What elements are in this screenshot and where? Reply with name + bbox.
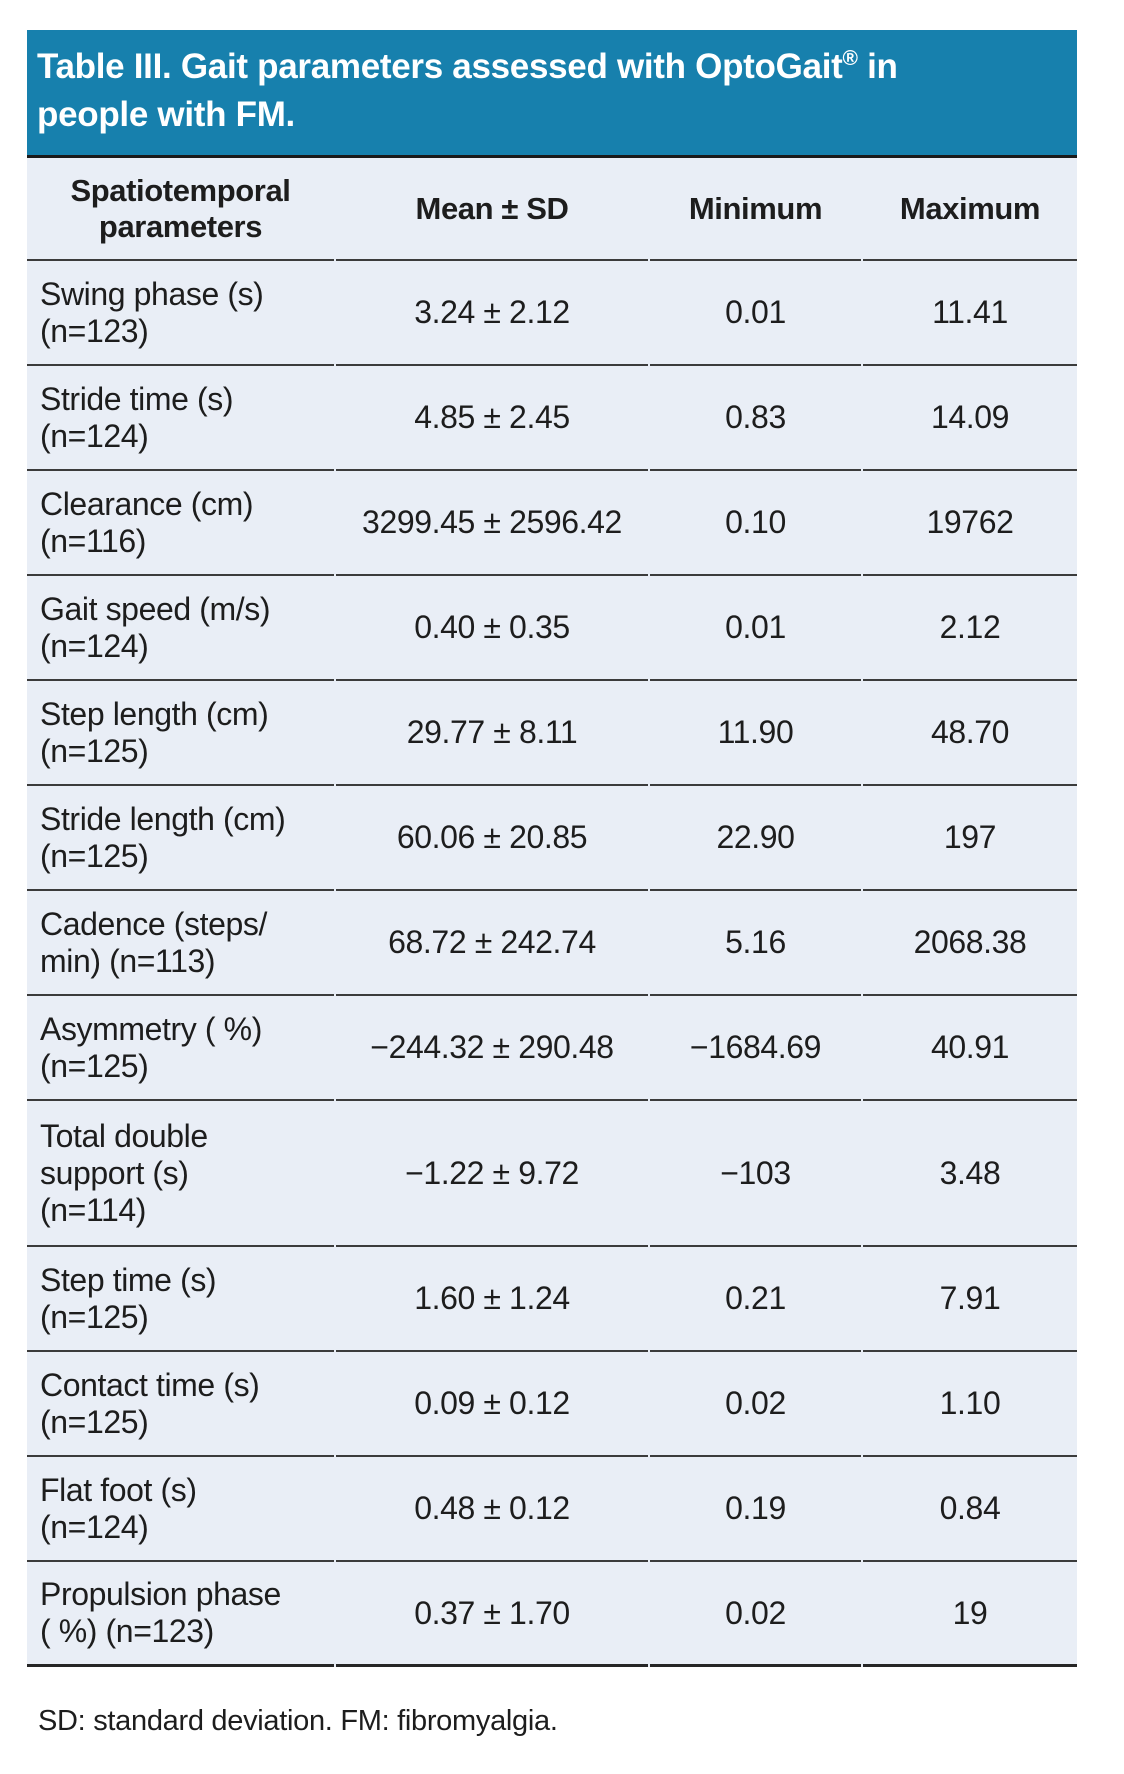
mean-sd-cell: 3.24 ± 2.12: [336, 261, 648, 366]
column-header-spatiotemporal-parameters: Spatiotemporal parameters: [27, 158, 334, 261]
table-row: Stride time (s) (n=124) 4.85 ± 2.45 0.83…: [27, 366, 1077, 471]
minimum-cell: 11.90: [650, 681, 861, 786]
footnote: SD: standard deviation. FM: fibromyalgia…: [38, 1705, 558, 1737]
parameter-cell: Cadence (steps/ min) (n=113): [27, 891, 334, 996]
table-title-line2: people with FM.: [37, 95, 295, 134]
table-row: Stride length (cm) (n=125) 60.06 ± 20.85…: [27, 786, 1077, 891]
table-title-text: Table III. Gait parameters assessed with…: [37, 47, 843, 86]
maximum-cell: 11.41: [863, 261, 1077, 366]
mean-sd-cell: 4.85 ± 2.45: [336, 366, 648, 471]
maximum-cell: 2068.38: [863, 891, 1077, 996]
minimum-cell: 0.01: [650, 261, 861, 366]
gait-parameters-table: Table III. Gait parameters assessed with…: [27, 30, 1077, 1667]
minimum-cell: 22.90: [650, 786, 861, 891]
table-row: Total double support (s) (n=114) −1.22 ±…: [27, 1101, 1077, 1247]
minimum-cell: 0.02: [650, 1562, 861, 1667]
mean-sd-cell: −1.22 ± 9.72: [336, 1101, 648, 1247]
table-header-row: Spatiotemporal parameters Mean ± SD Mini…: [27, 158, 1077, 261]
table-title-bar: Table III. Gait parameters assessed with…: [27, 30, 1077, 158]
mean-sd-cell: 60.06 ± 20.85: [336, 786, 648, 891]
parameter-cell: Step length (cm) (n=125): [27, 681, 334, 786]
table-row: Step time (s) (n=125) 1.60 ± 1.24 0.21 7…: [27, 1247, 1077, 1352]
mean-sd-cell: 29.77 ± 8.11: [336, 681, 648, 786]
table-row: Contact time (s) (n=125) 0.09 ± 0.12 0.0…: [27, 1352, 1077, 1457]
parameter-cell: Contact time (s) (n=125): [27, 1352, 334, 1457]
parameter-cell: Propulsion phase ( %) (n=123): [27, 1562, 334, 1667]
table-row: Step length (cm) (n=125) 29.77 ± 8.11 11…: [27, 681, 1077, 786]
minimum-cell: 5.16: [650, 891, 861, 996]
table-row: Cadence (steps/ min) (n=113) 68.72 ± 242…: [27, 891, 1077, 996]
table-row: Propulsion phase ( %) (n=123) 0.37 ± 1.7…: [27, 1562, 1077, 1667]
minimum-cell: −1684.69: [650, 996, 861, 1101]
minimum-cell: 0.01: [650, 576, 861, 681]
parameter-cell: Clearance (cm) (n=116): [27, 471, 334, 576]
minimum-cell: 0.10: [650, 471, 861, 576]
mean-sd-cell: 0.40 ± 0.35: [336, 576, 648, 681]
mean-sd-cell: 0.09 ± 0.12: [336, 1352, 648, 1457]
table-body: Swing phase (s) (n=123) 3.24 ± 2.12 0.01…: [27, 261, 1077, 1667]
mean-sd-cell: 68.72 ± 242.74: [336, 891, 648, 996]
maximum-cell: 7.91: [863, 1247, 1077, 1352]
table-row: Flat foot (s) (n=124) 0.48 ± 0.12 0.19 0…: [27, 1457, 1077, 1562]
mean-sd-cell: 0.37 ± 1.70: [336, 1562, 648, 1667]
maximum-cell: 14.09: [863, 366, 1077, 471]
column-header-mean-sd: Mean ± SD: [336, 158, 648, 261]
parameter-cell: Total double support (s) (n=114): [27, 1101, 334, 1247]
maximum-cell: 2.12: [863, 576, 1077, 681]
minimum-cell: −103: [650, 1101, 861, 1247]
mean-sd-cell: 0.48 ± 0.12: [336, 1457, 648, 1562]
minimum-cell: 0.83: [650, 366, 861, 471]
table-row: Gait speed (m/s) (n=124) 0.40 ± 0.35 0.0…: [27, 576, 1077, 681]
mean-sd-cell: −244.32 ± 290.48: [336, 996, 648, 1101]
maximum-cell: 3.48: [863, 1101, 1077, 1247]
column-header-maximum: Maximum: [863, 158, 1077, 261]
registered-trademark-symbol: ®: [842, 47, 858, 70]
parameter-cell: Stride time (s) (n=124): [27, 366, 334, 471]
parameter-cell: Step time (s) (n=125): [27, 1247, 334, 1352]
maximum-cell: 40.91: [863, 996, 1077, 1101]
table-row: Asymmetry ( %) (n=125) −244.32 ± 290.48 …: [27, 996, 1077, 1101]
parameter-cell: Swing phase (s) (n=123): [27, 261, 334, 366]
minimum-cell: 0.02: [650, 1352, 861, 1457]
table-row: Clearance (cm) (n=116) 3299.45 ± 2596.42…: [27, 471, 1077, 576]
minimum-cell: 0.19: [650, 1457, 861, 1562]
maximum-cell: 19762: [863, 471, 1077, 576]
maximum-cell: 197: [863, 786, 1077, 891]
mean-sd-cell: 1.60 ± 1.24: [336, 1247, 648, 1352]
maximum-cell: 48.70: [863, 681, 1077, 786]
table-title-text-suffix: in: [857, 47, 898, 86]
maximum-cell: 1.10: [863, 1352, 1077, 1457]
column-header-minimum: Minimum: [650, 158, 861, 261]
minimum-cell: 0.21: [650, 1247, 861, 1352]
maximum-cell: 0.84: [863, 1457, 1077, 1562]
table-row: Swing phase (s) (n=123) 3.24 ± 2.12 0.01…: [27, 261, 1077, 366]
mean-sd-cell: 3299.45 ± 2596.42: [336, 471, 648, 576]
parameter-cell: Asymmetry ( %) (n=125): [27, 996, 334, 1101]
parameter-cell: Stride length (cm) (n=125): [27, 786, 334, 891]
maximum-cell: 19: [863, 1562, 1077, 1667]
parameter-cell: Gait speed (m/s) (n=124): [27, 576, 334, 681]
table-title-line1: Table III. Gait parameters assessed with…: [37, 43, 1065, 91]
parameter-cell: Flat foot (s) (n=124): [27, 1457, 334, 1562]
